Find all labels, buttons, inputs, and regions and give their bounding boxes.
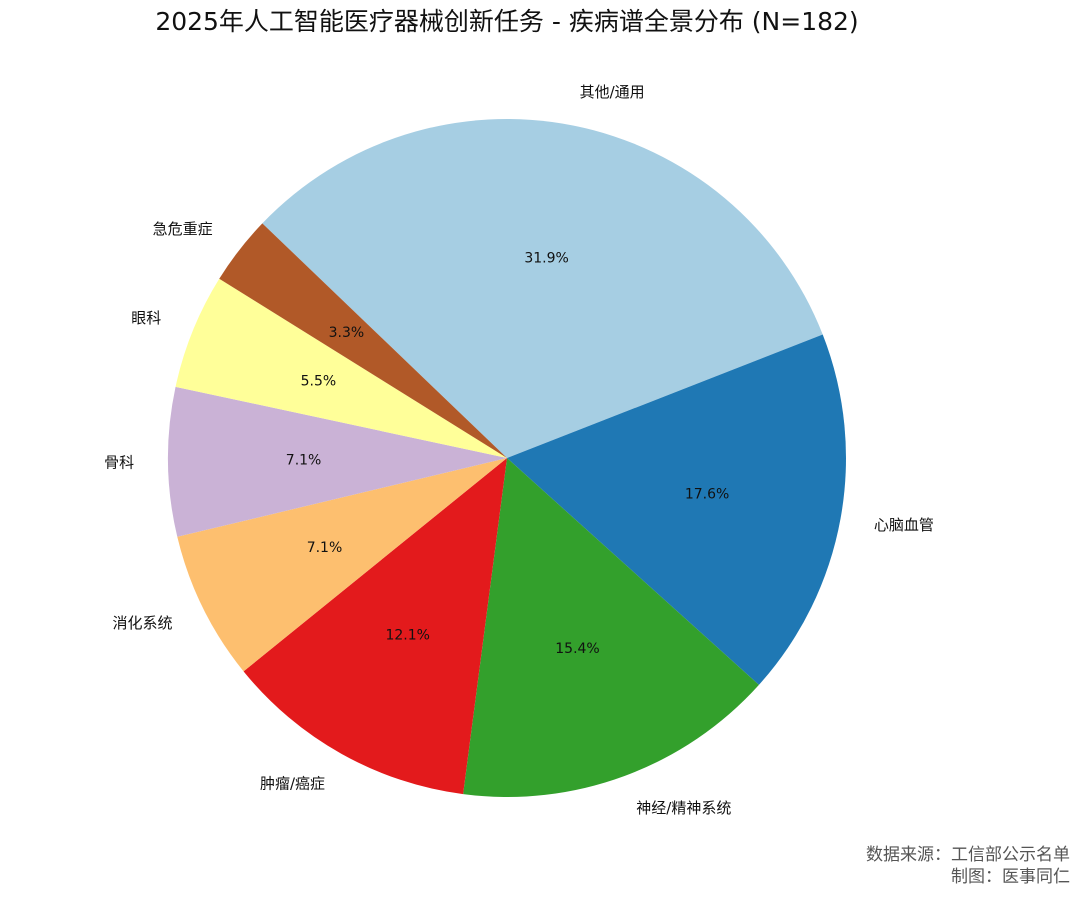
credit-line: 制图：医事同仁	[951, 867, 1070, 887]
slice-category-label: 眼科	[131, 309, 161, 327]
pie-slice	[219, 223, 507, 458]
slice-category-label: 其他/通用	[580, 83, 645, 101]
pie-slice	[177, 458, 507, 672]
slice-percent-label: 5.5%	[301, 374, 337, 390]
pie-slice	[175, 278, 507, 458]
slice-percent-label: 12.1%	[385, 628, 429, 644]
pie-slice	[168, 386, 507, 537]
slice-category-label: 心脑血管	[874, 516, 934, 534]
slice-category-label: 急危重症	[153, 220, 213, 238]
slice-percent-label: 7.1%	[286, 452, 322, 468]
source-line: 数据来源：工信部公示名单	[866, 845, 1070, 865]
pie-slices	[168, 118, 846, 798]
slice-category-label: 消化系统	[112, 614, 172, 632]
slice-percent-label: 31.9%	[524, 251, 568, 267]
pie-slice	[243, 458, 508, 795]
slice-percent-label: 3.3%	[329, 325, 365, 341]
slice-category-label: 神经/精神系统	[636, 799, 731, 817]
pie-labels: 31.9% 其他/通用 17.6% 心脑血管 15.4% 神经/精神系统 12.1% 肿瘤/癌…	[104, 83, 934, 817]
slice-percent-label: 15.4%	[555, 641, 599, 657]
pie-slice	[463, 458, 759, 798]
pie-slice	[262, 118, 823, 458]
slice-percent-label: 7.1%	[307, 540, 343, 556]
slice-category-label: 肿瘤/癌症	[260, 774, 325, 792]
chart-title: 2025年人工智能医疗器械创新任务 - 疾病谱全景分布 (N=182)	[155, 7, 859, 36]
pie-slice	[507, 334, 846, 685]
slice-category-label: 骨科	[104, 453, 134, 471]
source-note: 数据来源：工信部公示名单 制图：医事同仁	[866, 844, 1070, 888]
slice-percent-label: 17.6%	[685, 486, 729, 502]
